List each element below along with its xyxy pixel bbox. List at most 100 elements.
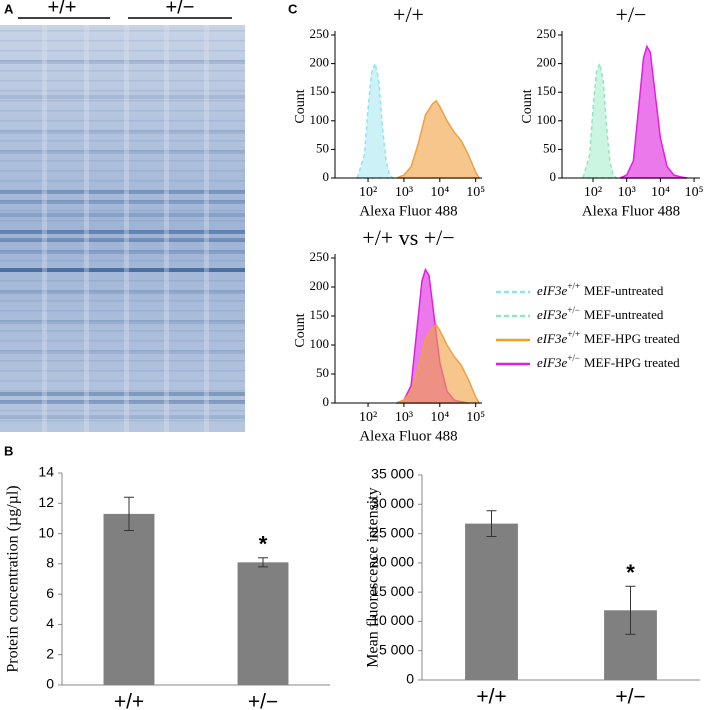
bar [237,562,289,685]
y-axis-label: Protein concentration (µg/µl) [5,485,22,672]
gel-band [0,240,245,242]
gel-band [0,60,245,62]
y-tick-label: 250 [310,249,330,264]
gel-band [0,190,245,194]
y-tick-label: 35 000 [371,466,414,482]
gel-band [0,290,245,294]
gel-band [0,130,245,134]
gel-band [0,250,245,252]
gel-band [0,350,245,352]
histogram-area [619,44,688,179]
gel-band [0,190,245,192]
y-axis-label: Count [293,89,308,123]
x-tick-label: +/− [615,686,645,709]
gel-band [0,40,245,42]
gel-background [0,25,245,432]
legend-genotype: +/− [567,305,580,315]
x-tick-label: +/− [248,691,278,710]
gel-band [0,90,245,92]
gel-band [0,410,245,412]
gel-band [0,110,245,112]
x-tick-label: 10³ [395,410,413,425]
gel-band [0,420,245,422]
legend-entry: eIF3e+/− MEF-HPG treated [537,353,680,370]
legend-genotype: +/− [567,353,580,363]
gel-image [0,25,245,432]
y-tick-label: 250 [310,26,330,41]
histogram-area [396,99,481,179]
y-tick-label: 100 [310,336,330,351]
gel-band [0,340,245,342]
lane-gap [204,25,209,432]
y-tick-label: 8 [46,555,54,571]
y-tick-label: 250 [537,26,557,41]
y-tick-label: 0 [406,671,414,687]
x-tick-label: 10² [359,410,377,425]
gel-band [0,330,245,332]
chart-title: +/+ vs +/− [362,225,454,250]
gel-band [0,268,245,272]
gel-band [0,213,245,217]
gel-band [0,370,245,372]
x-tick-label: 10⁵ [466,410,485,425]
y-axis-label: Count [520,89,535,123]
gel-group-label: +/+ [48,0,77,18]
gel-band [0,170,245,172]
annotation: * [626,560,635,585]
gel-band [0,100,245,102]
gel-band [0,320,245,322]
gel-band [0,30,245,32]
panel-label: C [288,1,298,16]
lane-gap [164,25,169,432]
gel-band [0,260,245,262]
gel-band [0,390,245,392]
panel-label: B [4,443,13,458]
legend-text: MEF-untreated [584,307,664,322]
x-tick-label: 10⁴ [430,185,449,200]
y-tick-label: 0 [323,394,330,409]
y-tick-label: 0 [323,169,330,184]
gel-band [0,380,245,382]
gel-band [0,230,245,232]
y-tick-label: 50 [543,140,556,155]
gel-band [0,290,245,292]
legend-entry: eIF3e+/− MEF-untreated [537,305,664,322]
gel-band [0,310,245,312]
y-tick-label: 10 000 [371,612,414,628]
bar [103,513,155,685]
gel-band [0,140,245,142]
gel-band [0,250,245,254]
y-tick-label: 100 [310,112,330,127]
y-tick-label: 6 [46,585,54,601]
legend-text: MEF-HPG treated [584,331,680,346]
y-tick-label: 15 000 [371,583,414,599]
y-tick-label: 200 [537,55,557,70]
x-axis-label: Alexa Fluor 488 [359,203,457,219]
gel-band [0,400,245,404]
gel-band [0,300,245,302]
y-axis-label: Mean fluorescence intensity [365,487,382,667]
x-tick-label: 10⁴ [651,185,670,200]
gel-group-label: +/− [166,0,195,18]
gel-band [0,392,245,396]
y-tick-label: 200 [310,278,330,293]
bar [465,523,518,680]
gel-band [0,160,245,162]
gel-band [0,230,245,234]
gel-band [0,60,245,64]
x-tick-label: 10² [359,185,377,200]
y-tick-label: 50 [316,365,329,380]
y-tick-label: 25 000 [371,524,414,540]
legend-text: MEF-untreated [584,283,664,298]
y-tick-label: 50 [316,140,329,155]
gel-band [0,350,245,354]
gel-band [0,280,245,282]
gel-band [0,50,245,52]
lane-gap [124,25,129,432]
gel-band [0,130,245,132]
gel-band [0,95,245,99]
gel-band [0,238,245,242]
gel-band [0,415,245,419]
legend-gene: eIF3e [537,331,568,346]
y-tick-label: 0 [550,169,557,184]
